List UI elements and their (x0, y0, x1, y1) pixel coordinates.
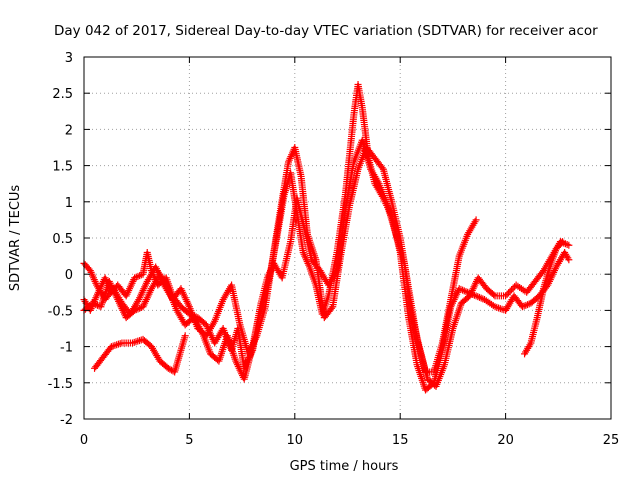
data-point (475, 293, 483, 301)
data-point (565, 241, 573, 249)
x-tick-label: 15 (392, 433, 409, 448)
data-point (490, 291, 498, 299)
y-tick-label: -1 (60, 341, 73, 356)
x-tick-label: 25 (603, 433, 620, 448)
data-point (518, 303, 526, 311)
x-axis-label: GPS time / hours (290, 459, 399, 474)
data-point (496, 305, 504, 313)
data-point (502, 292, 510, 300)
data-point (90, 300, 98, 308)
data-point (132, 273, 140, 281)
y-tick-label: 0.5 (52, 232, 73, 247)
y-tick-label: 2 (65, 123, 73, 138)
data-point (472, 216, 480, 224)
data-point (116, 340, 124, 348)
data-point (455, 285, 463, 293)
data-point (88, 299, 96, 307)
data-point (132, 338, 140, 346)
data-point (136, 272, 144, 280)
y-tick-label: 0 (65, 268, 73, 283)
y-tick-label: -1.5 (48, 377, 73, 392)
data-points (80, 81, 573, 394)
y-tick-label: -0.5 (48, 304, 73, 319)
data-point (503, 290, 511, 298)
x-tick-label: 5 (185, 433, 193, 448)
series-3 (80, 144, 480, 376)
y-tick-label: 3 (65, 51, 73, 66)
data-point (508, 286, 516, 294)
series-5 (521, 238, 567, 358)
data-point (462, 288, 470, 296)
series-4 (91, 332, 189, 376)
data-point (137, 336, 145, 344)
data-point (181, 332, 189, 340)
y-axis-label: SDTVAR / TECUs (8, 185, 23, 292)
data-point (509, 284, 517, 292)
data-point (328, 304, 336, 312)
data-point (460, 287, 468, 295)
data-point (559, 238, 567, 246)
data-point (505, 289, 513, 297)
data-point (522, 301, 530, 309)
y-tick-label: 1 (65, 196, 73, 211)
data-point (457, 285, 465, 293)
x-tick-label: 20 (497, 433, 514, 448)
data-point (557, 239, 565, 247)
data-point (524, 301, 532, 309)
data-point (520, 302, 528, 310)
data-point (134, 272, 142, 280)
data-point (113, 341, 121, 349)
data-point (378, 164, 386, 172)
data-point (472, 292, 480, 300)
chart-title: Day 042 of 2017, Sidereal Day-to-day VTE… (54, 23, 598, 39)
data-point (474, 293, 482, 301)
data-point (477, 294, 485, 302)
y-tick-label: 1.5 (52, 160, 73, 175)
data-point (136, 304, 144, 312)
y-tick-label: 2.5 (52, 87, 73, 102)
data-point (459, 286, 467, 294)
y-tick-label: -2 (60, 413, 73, 428)
data-point (131, 274, 139, 282)
axis-ticks: 0 5 10 15 20 25 -2 -1.5 -1 -0.5 0 0.5 1 1.5 2 2.5 3 (48, 51, 620, 448)
data-point (134, 337, 142, 345)
data-point (506, 287, 514, 295)
x-tick-label: 10 (287, 433, 304, 448)
x-tick-label: 0 (80, 433, 88, 448)
data-point (130, 338, 138, 346)
data-point (563, 241, 571, 249)
data-point (565, 256, 573, 264)
